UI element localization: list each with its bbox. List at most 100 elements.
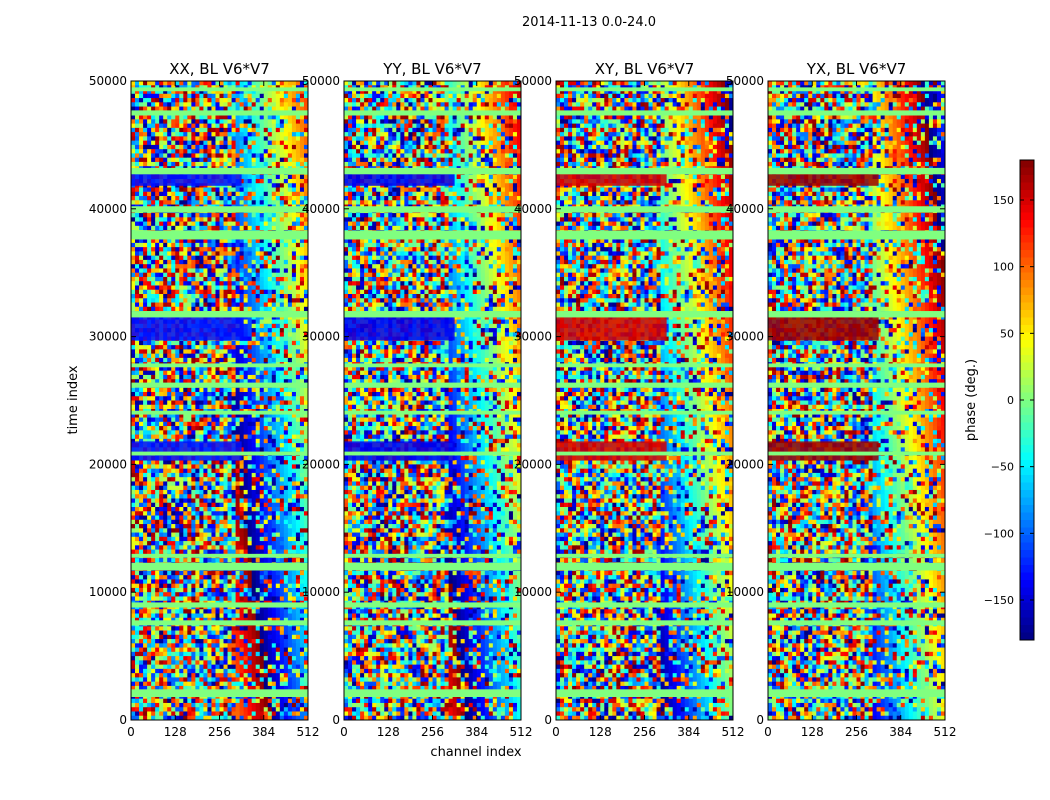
flagged-band — [131, 167, 308, 175]
colorbar-segment — [1020, 167, 1034, 176]
y-tick-label: 30000 — [514, 330, 552, 344]
flagged-band — [344, 451, 521, 456]
colorbar-segment — [1020, 377, 1034, 386]
y-tick-label: 0 — [756, 713, 764, 727]
flagged-band — [344, 87, 521, 92]
x-tick-label: 128 — [589, 725, 612, 739]
flagged-band — [556, 410, 733, 415]
flagged-band — [344, 410, 521, 415]
flagged-band — [768, 451, 945, 456]
flagged-band — [556, 620, 733, 626]
y-tick-label: 20000 — [726, 457, 764, 471]
flagged-band — [768, 602, 945, 608]
x-axis-label: channel index — [430, 745, 521, 760]
flagged-band — [768, 363, 945, 368]
flagged-band — [131, 562, 308, 571]
panel-title: YY, BL V6*V7 — [382, 60, 481, 78]
flagged-band — [131, 620, 308, 626]
panels-group: XX, BL V6*V7 0 128 256 384 512 0 10000 20000 3000… — [89, 60, 957, 739]
colorbar-segment — [1020, 572, 1034, 581]
phase-heatmap — [131, 81, 308, 720]
colorbar-segment — [1020, 490, 1034, 498]
flagged-band — [344, 230, 521, 240]
flagged-band — [131, 87, 308, 92]
colorbar-segment — [1020, 415, 1034, 423]
chart-suptitle: 2014-11-13 0.0-24.0 — [522, 15, 656, 30]
x-tick-label: 512 — [934, 725, 957, 739]
y-tick-label: 10000 — [514, 585, 552, 599]
flagged-band — [556, 602, 733, 608]
colorbar-segment — [1020, 385, 1034, 393]
flagged-band — [556, 87, 733, 92]
uniform-phase-block — [556, 313, 667, 341]
x-tick-label: 128 — [164, 725, 187, 739]
colorbar-label: phase (deg.) — [964, 359, 979, 441]
colorbar-segment — [1020, 557, 1034, 566]
panel-title: XX, BL V6*V7 — [169, 60, 270, 78]
colorbar-segment — [1020, 160, 1034, 168]
flagged-band — [768, 410, 945, 415]
colorbar-segment — [1020, 550, 1034, 558]
colorbar-segment — [1020, 512, 1034, 521]
y-tick-label: 50000 — [514, 74, 552, 88]
colorbar-tick-label: −100 — [984, 527, 1014, 540]
flagged-band — [768, 562, 945, 571]
flagged-band — [344, 206, 521, 213]
flagged-band — [768, 382, 945, 388]
colorbar-segment — [1020, 265, 1034, 273]
colorbar-segment — [1020, 610, 1034, 618]
flagged-band — [556, 562, 733, 571]
colorbar-tick-label: 0 — [1007, 394, 1014, 407]
flagged-band — [131, 382, 308, 388]
colorbar-segment — [1020, 205, 1034, 213]
y-tick-label: 10000 — [302, 585, 340, 599]
colorbar-segment — [1020, 452, 1034, 461]
flagged-band — [344, 382, 521, 388]
y-tick-label: 40000 — [514, 202, 552, 216]
colorbar-segment — [1020, 617, 1034, 626]
colorbar-segment — [1020, 227, 1034, 236]
flagged-band — [768, 87, 945, 92]
colorbar-segment — [1020, 220, 1034, 228]
y-tick-label: 0 — [119, 713, 127, 727]
y-tick-label: 50000 — [89, 74, 127, 88]
flagged-band — [768, 311, 945, 318]
colorbar-segment — [1020, 445, 1034, 453]
x-tick-label: 256 — [208, 725, 231, 739]
colorbar-segment — [1020, 257, 1034, 266]
x-tick-label: 256 — [845, 725, 868, 739]
colorbar-segment — [1020, 242, 1034, 251]
colorbar-segment — [1020, 272, 1034, 281]
panel-title: YX, BL V6*V7 — [806, 60, 907, 78]
phase-heatmap — [768, 81, 945, 720]
colorbar-tick-label: −50 — [991, 461, 1014, 474]
x-tick-label: 128 — [377, 725, 400, 739]
flagged-band — [344, 620, 521, 626]
panel-yy: YY, BL V6*V7 0 128 256 384 512 0 10000 20000 3000… — [302, 60, 533, 739]
uniform-phase-block — [768, 313, 879, 341]
colorbar-segment — [1020, 565, 1034, 573]
colorbar-segment — [1020, 355, 1034, 363]
colorbar: 150 100 50 0 −50 −100 −150 — [984, 159, 1035, 641]
flagged-band — [556, 363, 733, 368]
y-tick-label: 50000 — [302, 74, 340, 88]
y-tick-label: 10000 — [89, 585, 127, 599]
colorbar-segment — [1020, 280, 1034, 288]
colorbar-segment — [1020, 632, 1034, 641]
colorbar-segment — [1020, 625, 1034, 633]
colorbar-segment — [1020, 370, 1034, 378]
colorbar-segment — [1020, 392, 1034, 401]
colorbar-tick-label: 50 — [1000, 327, 1014, 340]
colorbar-segment — [1020, 535, 1034, 543]
flagged-band — [344, 110, 521, 116]
flagged-band — [768, 230, 945, 240]
y-tick-label: 30000 — [89, 330, 127, 344]
colorbar-segment — [1020, 407, 1034, 416]
colorbar-tick-label: −150 — [984, 594, 1014, 607]
flagged-band — [556, 167, 733, 175]
uniform-phase-block — [131, 313, 242, 341]
colorbar-segment — [1020, 250, 1034, 258]
x-tick-label: 0 — [764, 725, 772, 739]
colorbar-segment — [1020, 505, 1034, 513]
flagged-band — [556, 382, 733, 388]
